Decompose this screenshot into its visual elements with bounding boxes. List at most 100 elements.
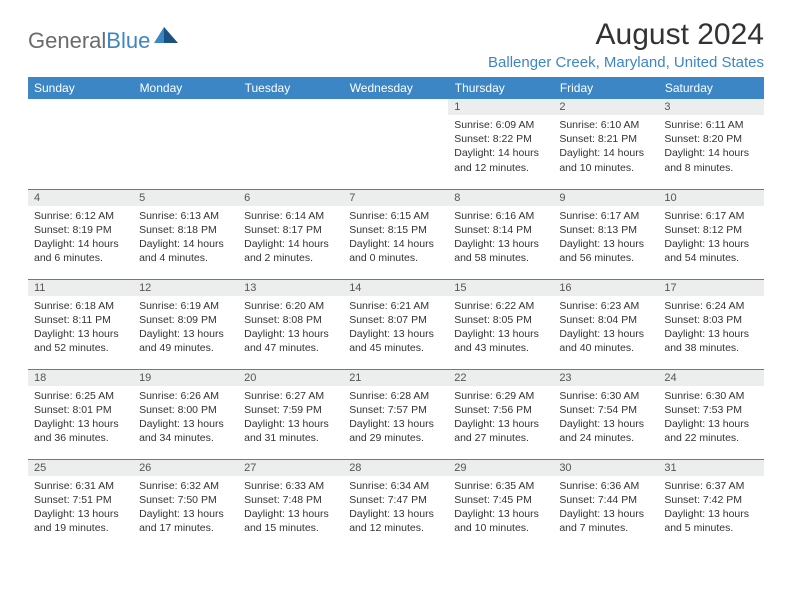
calendar-cell: 23Sunrise: 6:30 AMSunset: 7:54 PMDayligh…: [553, 369, 658, 459]
day-details: Sunrise: 6:13 AMSunset: 8:18 PMDaylight:…: [133, 206, 238, 266]
day-number: 10: [658, 190, 763, 206]
day-details: Sunrise: 6:19 AMSunset: 8:09 PMDaylight:…: [133, 296, 238, 356]
calendar-cell: 29Sunrise: 6:35 AMSunset: 7:45 PMDayligh…: [448, 459, 553, 549]
day-details: Sunrise: 6:23 AMSunset: 8:04 PMDaylight:…: [553, 296, 658, 356]
calendar-cell: [28, 99, 133, 189]
day-header: Thursday: [448, 77, 553, 99]
day-details: Sunrise: 6:30 AMSunset: 7:53 PMDaylight:…: [658, 386, 763, 446]
day-details: Sunrise: 6:21 AMSunset: 8:07 PMDaylight:…: [343, 296, 448, 356]
location: Ballenger Creek, Maryland, United States: [488, 54, 764, 71]
calendar-cell: 21Sunrise: 6:28 AMSunset: 7:57 PMDayligh…: [343, 369, 448, 459]
calendar-week: 18Sunrise: 6:25 AMSunset: 8:01 PMDayligh…: [28, 369, 764, 459]
day-details: Sunrise: 6:11 AMSunset: 8:20 PMDaylight:…: [658, 115, 763, 175]
day-details: Sunrise: 6:35 AMSunset: 7:45 PMDaylight:…: [448, 476, 553, 536]
day-number: 15: [448, 280, 553, 296]
day-number: 11: [28, 280, 133, 296]
day-number: [133, 99, 238, 115]
day-number: 29: [448, 460, 553, 476]
logo-word1: General: [28, 28, 106, 53]
calendar-cell: 7Sunrise: 6:15 AMSunset: 8:15 PMDaylight…: [343, 189, 448, 279]
day-details: Sunrise: 6:25 AMSunset: 8:01 PMDaylight:…: [28, 386, 133, 446]
title-block: August 2024 Ballenger Creek, Maryland, U…: [488, 18, 764, 71]
day-details: Sunrise: 6:20 AMSunset: 8:08 PMDaylight:…: [238, 296, 343, 356]
day-number: 20: [238, 370, 343, 386]
day-number: [28, 99, 133, 115]
calendar-cell: 28Sunrise: 6:34 AMSunset: 7:47 PMDayligh…: [343, 459, 448, 549]
day-header: Wednesday: [343, 77, 448, 99]
logo-icon: [154, 27, 180, 52]
day-header: Saturday: [658, 77, 763, 99]
day-number: 24: [658, 370, 763, 386]
calendar-cell: 22Sunrise: 6:29 AMSunset: 7:56 PMDayligh…: [448, 369, 553, 459]
day-details: Sunrise: 6:16 AMSunset: 8:14 PMDaylight:…: [448, 206, 553, 266]
day-details: Sunrise: 6:12 AMSunset: 8:19 PMDaylight:…: [28, 206, 133, 266]
day-details: Sunrise: 6:26 AMSunset: 8:00 PMDaylight:…: [133, 386, 238, 446]
calendar-week: 1Sunrise: 6:09 AMSunset: 8:22 PMDaylight…: [28, 99, 764, 189]
day-number: 30: [553, 460, 658, 476]
day-number: 16: [553, 280, 658, 296]
logo: GeneralBlue: [28, 28, 180, 54]
day-details: Sunrise: 6:30 AMSunset: 7:54 PMDaylight:…: [553, 386, 658, 446]
day-details: Sunrise: 6:27 AMSunset: 7:59 PMDaylight:…: [238, 386, 343, 446]
day-details: Sunrise: 6:34 AMSunset: 7:47 PMDaylight:…: [343, 476, 448, 536]
calendar-cell: 3Sunrise: 6:11 AMSunset: 8:20 PMDaylight…: [658, 99, 763, 189]
calendar-week: 4Sunrise: 6:12 AMSunset: 8:19 PMDaylight…: [28, 189, 764, 279]
calendar-cell: 18Sunrise: 6:25 AMSunset: 8:01 PMDayligh…: [28, 369, 133, 459]
calendar-cell: 9Sunrise: 6:17 AMSunset: 8:13 PMDaylight…: [553, 189, 658, 279]
day-details: Sunrise: 6:09 AMSunset: 8:22 PMDaylight:…: [448, 115, 553, 175]
calendar-week: 25Sunrise: 6:31 AMSunset: 7:51 PMDayligh…: [28, 459, 764, 549]
day-details: Sunrise: 6:37 AMSunset: 7:42 PMDaylight:…: [658, 476, 763, 536]
day-number: [238, 99, 343, 115]
calendar-cell: 2Sunrise: 6:10 AMSunset: 8:21 PMDaylight…: [553, 99, 658, 189]
calendar-cell: 31Sunrise: 6:37 AMSunset: 7:42 PMDayligh…: [658, 459, 763, 549]
day-number: 5: [133, 190, 238, 206]
day-details: Sunrise: 6:10 AMSunset: 8:21 PMDaylight:…: [553, 115, 658, 175]
day-number: 8: [448, 190, 553, 206]
day-number: 3: [658, 99, 763, 115]
day-details: Sunrise: 6:32 AMSunset: 7:50 PMDaylight:…: [133, 476, 238, 536]
logo-text: GeneralBlue: [28, 28, 150, 54]
calendar-cell: 26Sunrise: 6:32 AMSunset: 7:50 PMDayligh…: [133, 459, 238, 549]
calendar-cell: 4Sunrise: 6:12 AMSunset: 8:19 PMDaylight…: [28, 189, 133, 279]
day-number: [343, 99, 448, 115]
month-title: August 2024: [488, 18, 764, 52]
calendar-cell: 12Sunrise: 6:19 AMSunset: 8:09 PMDayligh…: [133, 279, 238, 369]
day-number: 28: [343, 460, 448, 476]
calendar-cell: 17Sunrise: 6:24 AMSunset: 8:03 PMDayligh…: [658, 279, 763, 369]
calendar-cell: [238, 99, 343, 189]
day-number: 17: [658, 280, 763, 296]
day-details: Sunrise: 6:28 AMSunset: 7:57 PMDaylight:…: [343, 386, 448, 446]
day-header: Monday: [133, 77, 238, 99]
calendar-cell: 20Sunrise: 6:27 AMSunset: 7:59 PMDayligh…: [238, 369, 343, 459]
day-number: 13: [238, 280, 343, 296]
calendar-cell: 6Sunrise: 6:14 AMSunset: 8:17 PMDaylight…: [238, 189, 343, 279]
calendar-cell: 24Sunrise: 6:30 AMSunset: 7:53 PMDayligh…: [658, 369, 763, 459]
calendar-cell: 16Sunrise: 6:23 AMSunset: 8:04 PMDayligh…: [553, 279, 658, 369]
day-details: Sunrise: 6:17 AMSunset: 8:13 PMDaylight:…: [553, 206, 658, 266]
day-details: Sunrise: 6:29 AMSunset: 7:56 PMDaylight:…: [448, 386, 553, 446]
calendar-table: SundayMondayTuesdayWednesdayThursdayFrid…: [28, 77, 764, 549]
calendar-cell: 14Sunrise: 6:21 AMSunset: 8:07 PMDayligh…: [343, 279, 448, 369]
calendar-cell: [133, 99, 238, 189]
day-header: Friday: [553, 77, 658, 99]
day-header-row: SundayMondayTuesdayWednesdayThursdayFrid…: [28, 77, 764, 99]
day-number: 6: [238, 190, 343, 206]
calendar-cell: 30Sunrise: 6:36 AMSunset: 7:44 PMDayligh…: [553, 459, 658, 549]
calendar-cell: [343, 99, 448, 189]
calendar-cell: 27Sunrise: 6:33 AMSunset: 7:48 PMDayligh…: [238, 459, 343, 549]
day-number: 22: [448, 370, 553, 386]
calendar-cell: 15Sunrise: 6:22 AMSunset: 8:05 PMDayligh…: [448, 279, 553, 369]
day-number: 26: [133, 460, 238, 476]
day-number: 9: [553, 190, 658, 206]
calendar-cell: 10Sunrise: 6:17 AMSunset: 8:12 PMDayligh…: [658, 189, 763, 279]
day-number: 19: [133, 370, 238, 386]
calendar-cell: 25Sunrise: 6:31 AMSunset: 7:51 PMDayligh…: [28, 459, 133, 549]
calendar-cell: 13Sunrise: 6:20 AMSunset: 8:08 PMDayligh…: [238, 279, 343, 369]
calendar-cell: 5Sunrise: 6:13 AMSunset: 8:18 PMDaylight…: [133, 189, 238, 279]
day-number: 23: [553, 370, 658, 386]
day-details: Sunrise: 6:36 AMSunset: 7:44 PMDaylight:…: [553, 476, 658, 536]
day-number: 4: [28, 190, 133, 206]
day-header: Sunday: [28, 77, 133, 99]
day-number: 2: [553, 99, 658, 115]
day-number: 7: [343, 190, 448, 206]
